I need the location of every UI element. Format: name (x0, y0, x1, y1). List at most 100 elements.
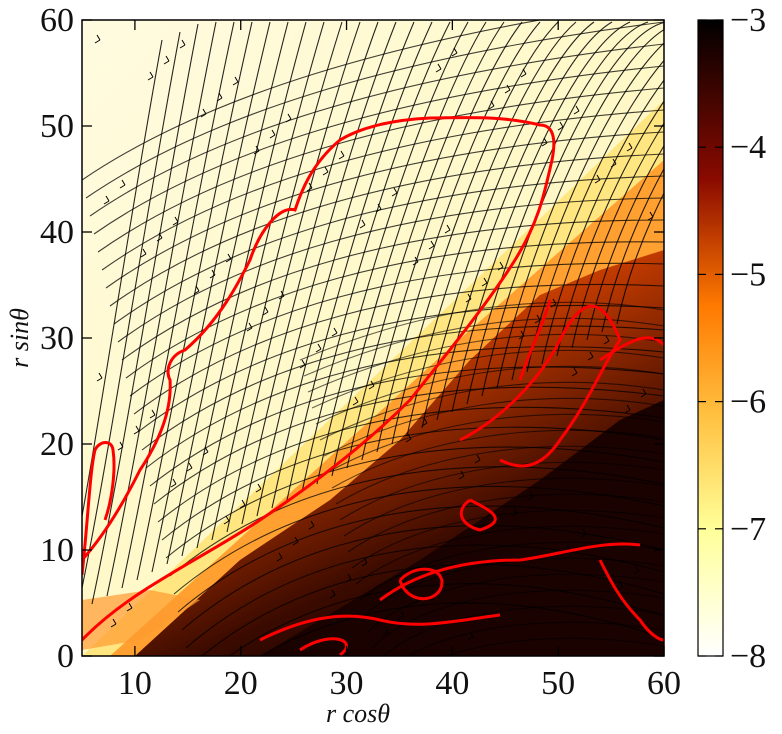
streamline-arrow (610, 158, 617, 168)
streamline-arrow (94, 34, 101, 44)
streamline-arrow (200, 108, 207, 118)
streamline (141, 325, 664, 451)
red-contours (82, 116, 664, 656)
streamline (91, 23, 199, 605)
streamline-arrow (497, 261, 504, 271)
streamline (177, 505, 664, 613)
streamline-arrow (359, 219, 366, 229)
streamline (586, 144, 664, 341)
disk-contour-3 (379, 542, 641, 602)
streamline-arrow (299, 359, 306, 369)
y-tick-label: 30 (40, 320, 74, 357)
streamline-arrow (534, 314, 541, 324)
streamline-arrow (617, 581, 624, 591)
streamline (145, 346, 664, 469)
streamline (181, 525, 664, 631)
streamline-arrow (186, 462, 193, 472)
y-tick-label: 40 (40, 214, 74, 251)
streamline-arrow (269, 129, 276, 139)
streamline-arrow (580, 528, 587, 538)
disk-contour-5 (398, 567, 444, 601)
streamline-arrow (467, 631, 474, 641)
streamline (315, 365, 664, 425)
streamline-arrow (647, 211, 654, 221)
streamline-arrow (527, 491, 534, 501)
streamline-arrow (451, 47, 458, 57)
streamline-arrow (511, 507, 518, 517)
streamline-arrow (126, 602, 133, 612)
streamline (323, 397, 664, 457)
streamline-arrow (96, 372, 103, 382)
streamline (105, 131, 664, 289)
x-tick-label: 20 (224, 665, 258, 702)
main-contour (82, 116, 556, 642)
streamline (406, 21, 577, 437)
streamline-arrow (262, 306, 269, 316)
streamline-arrow (276, 552, 283, 562)
streamline (151, 21, 271, 573)
streamline (133, 283, 664, 415)
streamline-arrow (163, 55, 170, 65)
streamline (367, 573, 664, 633)
streamline (228, 583, 664, 656)
left-contour (82, 441, 116, 576)
streamline-arrow (587, 351, 594, 361)
x-tick-label: 30 (330, 665, 364, 702)
streamline-arrow (412, 256, 419, 266)
streamline-arrow (603, 335, 610, 345)
streamline (363, 557, 664, 617)
streamline (407, 621, 664, 656)
streamline (319, 381, 664, 441)
streamline (331, 429, 664, 489)
streamline (343, 477, 664, 537)
streamline-arrow (202, 446, 209, 456)
streamline-arrow (594, 174, 601, 184)
colorbar: −3 −4 −5 −6 −7 −8 (697, 2, 766, 675)
streamline (391, 21, 559, 445)
streamline-arrow (518, 330, 525, 340)
streamline-arrow (315, 343, 322, 353)
streamline-arrow (255, 483, 262, 493)
colorbar-ticks: −3 −4 −5 −6 −7 −8 (698, 2, 766, 675)
y-axis: 0 10 20 30 40 50 60 (40, 2, 664, 675)
y-tick-label: 60 (40, 2, 74, 39)
streamline-arrow (345, 573, 352, 583)
streamline (355, 525, 664, 585)
streamline-arrow (308, 520, 315, 530)
streamline-arrow (216, 92, 223, 102)
streamline (136, 21, 253, 581)
streamline (347, 493, 664, 553)
streamline (601, 167, 664, 333)
streamline (556, 100, 664, 357)
streamline-arrow (117, 441, 124, 451)
streamline (85, 21, 664, 199)
streamline (125, 241, 664, 379)
streamline (335, 445, 664, 505)
streamline-arrow (481, 277, 488, 287)
streamline-arrow (550, 298, 557, 308)
streamline (444, 637, 664, 656)
streamline-arrow (435, 63, 442, 73)
streamline (101, 109, 664, 271)
streamline-arrow (306, 182, 313, 192)
streamline-arrow (541, 137, 548, 147)
streamline (376, 21, 541, 453)
streamline-arrow (232, 76, 239, 86)
streamline (109, 153, 664, 307)
streamline (113, 175, 664, 325)
streamline-arrow (209, 269, 216, 279)
streamline-arrow (292, 536, 299, 546)
streamline (226, 21, 361, 533)
streamline-arrow (458, 470, 465, 480)
streamline (316, 21, 469, 485)
streamline (339, 461, 664, 521)
streamline (121, 219, 664, 361)
streamline-arrow (640, 388, 647, 398)
streamline (346, 21, 505, 469)
streamline (301, 21, 451, 493)
streamline (241, 21, 379, 525)
streamline-arrow (338, 150, 345, 160)
streamline-arrow (223, 515, 230, 525)
plot-area (82, 20, 664, 656)
streamline-arrow (329, 589, 336, 599)
